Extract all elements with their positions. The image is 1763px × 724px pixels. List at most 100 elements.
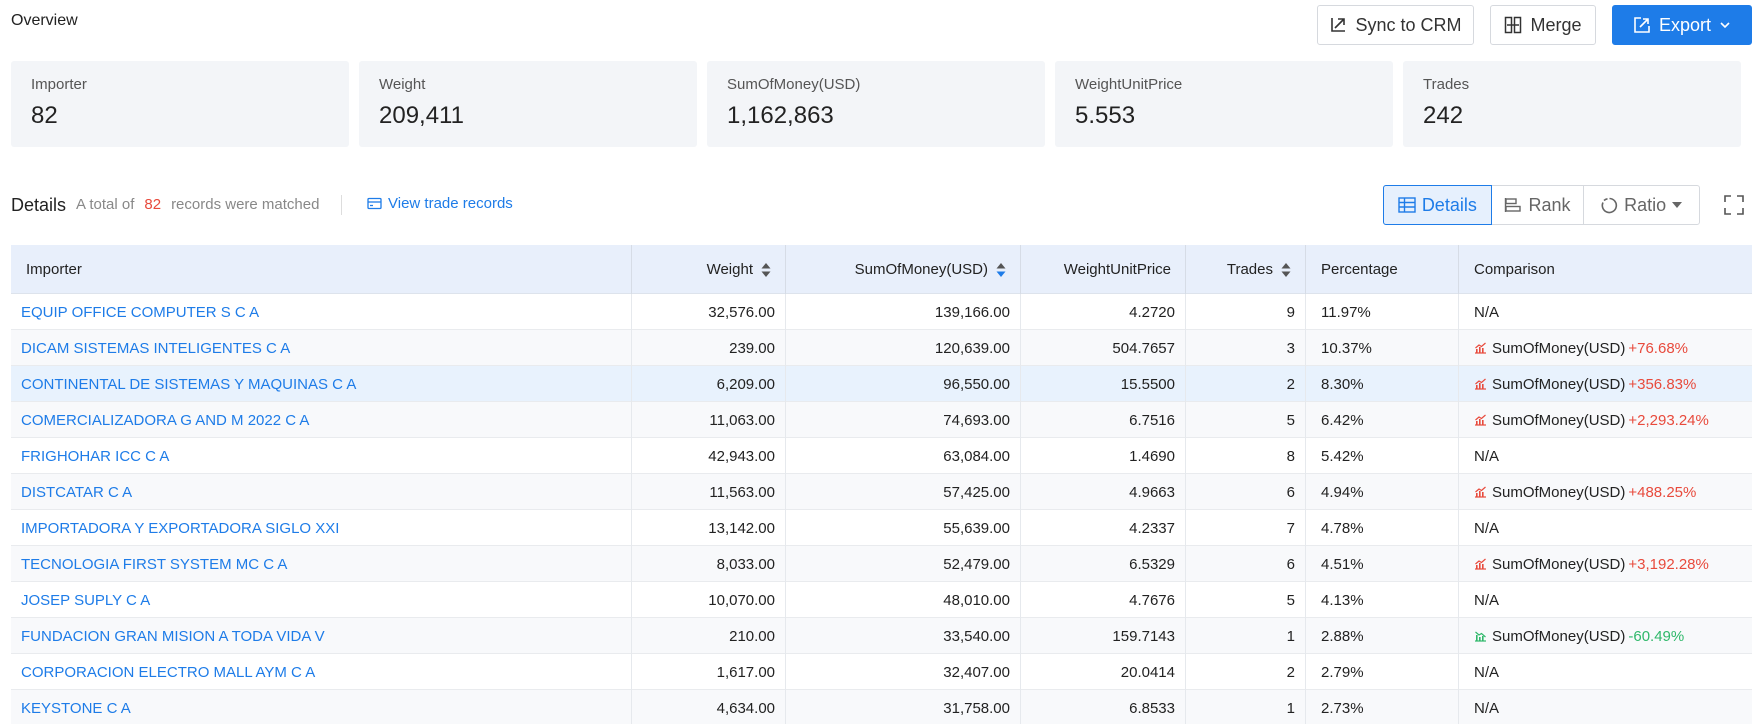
records-summary: A total of 82 records were matched xyxy=(76,196,319,213)
sort-desc-icon[interactable] xyxy=(996,262,1006,278)
weight-unit-price-cell: 15.5500 xyxy=(1021,366,1186,402)
fullscreen-icon[interactable] xyxy=(1722,193,1746,217)
column-header-trades[interactable]: Trades xyxy=(1186,245,1306,294)
table-row: DISTCATAR C A 11,563.00 57,425.00 4.9663 6 4.… xyxy=(11,474,1752,510)
export-button[interactable]: Export xyxy=(1612,5,1752,45)
table-row: KEYSTONE C A 4,634.00 31,758.00 6.8533 1 2.73… xyxy=(11,690,1752,724)
comparison-cell: N/A xyxy=(1459,690,1752,724)
comparison-label: SumOfMoney(USD) xyxy=(1492,555,1626,573)
sum-of-money-cell: 48,010.00 xyxy=(786,582,1021,618)
comparison-cell: SumOfMoney(USD) +2,293.24% xyxy=(1459,402,1752,438)
sum-of-money-cell: 63,084.00 xyxy=(786,438,1021,474)
importer-link[interactable]: FUNDACION GRAN MISION A TODA VIDA V xyxy=(11,618,632,654)
page-title: Overview xyxy=(11,12,78,29)
weight-cell: 210.00 xyxy=(632,618,786,654)
comparison-cell: N/A xyxy=(1459,510,1752,546)
stat-value: 209,411 xyxy=(379,102,464,129)
weight-unit-price-cell: 159.7143 xyxy=(1021,618,1186,654)
column-header-sum-of-money[interactable]: SumOfMoney(USD) xyxy=(786,245,1021,294)
records-count: 82 xyxy=(144,196,162,213)
column-header-label: Percentage xyxy=(1321,261,1398,278)
comparison-cell: SumOfMoney(USD) +3,192.28% xyxy=(1459,546,1752,582)
trend-up-icon xyxy=(1475,558,1486,570)
merge-label: Merge xyxy=(1530,14,1582,35)
weight-unit-price-cell: 20.0414 xyxy=(1021,654,1186,690)
view-trade-records-link[interactable]: View trade records xyxy=(367,195,513,212)
weight-cell: 11,563.00 xyxy=(632,474,786,510)
column-header-percentage: Percentage xyxy=(1306,245,1459,294)
rank-icon xyxy=(1505,198,1522,212)
percentage-cell: 4.13% xyxy=(1306,582,1459,618)
importer-link[interactable]: COMERCIALIZADORA G AND M 2022 C A xyxy=(11,402,632,438)
weight-unit-price-cell: 6.5329 xyxy=(1021,546,1186,582)
column-header-weight[interactable]: Weight xyxy=(632,245,786,294)
comparison-value: +76.68% xyxy=(1628,339,1688,357)
page-header: Overview Sync to CRM Merge Export xyxy=(0,0,1763,50)
trades-cell: 6 xyxy=(1186,546,1306,582)
caret-down-icon xyxy=(1672,202,1683,208)
importer-link[interactable]: JOSEP SUPLY C A xyxy=(11,582,632,618)
sync-label: Sync to CRM xyxy=(1355,14,1462,35)
trades-cell: 1 xyxy=(1186,690,1306,724)
stat-label: Trades xyxy=(1423,76,1470,93)
view-mode-toggle: Details Rank Ratio xyxy=(1383,185,1700,225)
sort-icon[interactable] xyxy=(1281,262,1291,278)
table-row: CORPORACION ELECTRO MALL AYM C A 1,617.00… xyxy=(11,654,1752,690)
column-header-comparison: Comparison xyxy=(1459,245,1752,294)
sum-of-money-cell: 57,425.00 xyxy=(786,474,1021,510)
trades-cell: 2 xyxy=(1186,654,1306,690)
trend-up-icon xyxy=(1475,378,1486,390)
table-row: IMPORTADORA Y EXPORTADORA SIGLO XXI 13,14… xyxy=(11,510,1752,546)
tab-details[interactable]: Details xyxy=(1383,185,1492,225)
tab-ratio-label: Ratio xyxy=(1624,194,1667,215)
weight-cell: 6,209.00 xyxy=(632,366,786,402)
column-header-label: SumOfMoney(USD) xyxy=(854,261,988,278)
divider xyxy=(341,195,342,215)
stat-card-weight: Weight 209,411 xyxy=(359,61,697,147)
importer-link[interactable]: DICAM SISTEMAS INTELIGENTES C A xyxy=(11,330,632,366)
details-bar: Details A total of 82 records were match… xyxy=(0,185,1763,225)
table-row: FUNDACION GRAN MISION A TODA VIDA V 210.0… xyxy=(11,618,1752,654)
comparison-label: N/A xyxy=(1474,447,1500,465)
table-row: COMERCIALIZADORA G AND M 2022 C A 11,063.… xyxy=(11,402,1752,438)
importer-link[interactable]: IMPORTADORA Y EXPORTADORA SIGLO XXI xyxy=(11,510,632,546)
trend-up-icon xyxy=(1475,486,1486,498)
percentage-cell: 4.94% xyxy=(1306,474,1459,510)
weight-cell: 4,634.00 xyxy=(632,690,786,724)
chevron-down-icon xyxy=(1720,22,1730,29)
comparison-cell: SumOfMoney(USD) -60.49% xyxy=(1459,618,1752,654)
comparison-value: -60.49% xyxy=(1628,627,1685,645)
comparison-label: N/A xyxy=(1474,591,1500,609)
comparison-label: SumOfMoney(USD) xyxy=(1492,627,1626,645)
importer-link[interactable]: TECNOLOGIA FIRST SYSTEM MC C A xyxy=(11,546,632,582)
sum-of-money-cell: 31,758.00 xyxy=(786,690,1021,724)
column-header-weight-unit-price: WeightUnitPrice xyxy=(1021,245,1186,294)
comparison-cell: SumOfMoney(USD) +76.68% xyxy=(1459,330,1752,366)
comparison-value: +488.25% xyxy=(1628,483,1697,501)
comparison-cell: N/A xyxy=(1459,438,1752,474)
importer-link[interactable]: CORPORACION ELECTRO MALL AYM C A xyxy=(11,654,632,690)
stat-label: Importer xyxy=(31,76,87,93)
percentage-cell: 4.51% xyxy=(1306,546,1459,582)
importer-link[interactable]: EQUIP OFFICE COMPUTER S C A xyxy=(11,294,632,330)
sum-of-money-cell: 52,479.00 xyxy=(786,546,1021,582)
importer-link[interactable]: FRIGHOHAR ICC C A xyxy=(11,438,632,474)
stat-value: 242 xyxy=(1423,102,1464,129)
trades-cell: 1 xyxy=(1186,618,1306,654)
comparison-label: N/A xyxy=(1474,699,1500,717)
trades-cell: 9 xyxy=(1186,294,1306,330)
table-row: DICAM SISTEMAS INTELIGENTES C A 239.00 120… xyxy=(11,330,1752,366)
tab-rank[interactable]: Rank xyxy=(1492,186,1585,224)
stat-card-importer: Importer 82 xyxy=(11,61,349,147)
merge-button[interactable]: Merge xyxy=(1490,5,1596,45)
importer-link[interactable]: CONTINENTAL DE SISTEMAS Y MAQUINAS C A xyxy=(11,366,632,402)
sync-to-crm-button[interactable]: Sync to CRM xyxy=(1317,5,1474,45)
comparison-cell: N/A xyxy=(1459,294,1752,330)
tab-ratio[interactable]: Ratio xyxy=(1584,186,1699,224)
importer-link[interactable]: KEYSTONE C A xyxy=(11,690,632,724)
comparison-label: SumOfMoney(USD) xyxy=(1492,375,1626,393)
importer-link[interactable]: DISTCATAR C A xyxy=(11,474,632,510)
details-title: Details xyxy=(11,195,67,215)
export-label: Export xyxy=(1658,14,1712,35)
sort-icon[interactable] xyxy=(761,262,771,278)
